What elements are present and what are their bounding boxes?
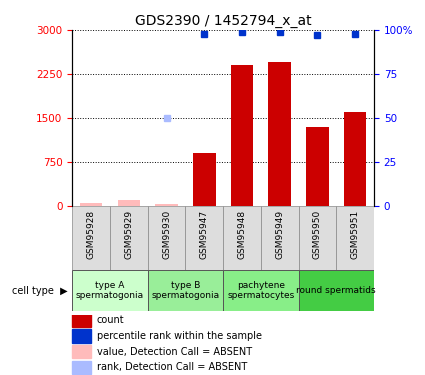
Text: cell type  ▶: cell type ▶ (12, 286, 68, 296)
Bar (336, 206, 374, 270)
Text: percentile rank within the sample: percentile rank within the sample (97, 331, 262, 341)
Bar (72, 270, 148, 311)
Bar (117, 200, 140, 206)
Bar (148, 206, 185, 270)
Bar (193, 153, 215, 206)
Bar (223, 270, 298, 311)
Text: round spermatids: round spermatids (297, 286, 376, 295)
Bar (148, 270, 223, 311)
Bar (306, 127, 329, 206)
Text: pachytene
spermatocytes: pachytene spermatocytes (227, 281, 295, 300)
Text: GSM95949: GSM95949 (275, 209, 284, 259)
Bar (80, 203, 102, 206)
Bar (185, 206, 223, 270)
Text: GSM95947: GSM95947 (200, 209, 209, 259)
Bar (71, 345, 91, 358)
Bar (110, 206, 148, 270)
Text: GSM95930: GSM95930 (162, 209, 171, 259)
Bar (298, 206, 336, 270)
Text: GSM95929: GSM95929 (125, 209, 133, 259)
Text: GSM95951: GSM95951 (351, 209, 360, 259)
Bar (71, 361, 91, 374)
Title: GDS2390 / 1452794_x_at: GDS2390 / 1452794_x_at (135, 13, 312, 28)
Bar (223, 206, 261, 270)
Text: GSM95948: GSM95948 (238, 209, 246, 259)
Text: GSM95928: GSM95928 (87, 209, 96, 259)
Bar (298, 270, 374, 311)
Text: rank, Detection Call = ABSENT: rank, Detection Call = ABSENT (97, 362, 247, 372)
Text: type A
spermatogonia: type A spermatogonia (76, 281, 144, 300)
Bar (72, 206, 110, 270)
Bar (71, 314, 91, 327)
Text: type B
spermatogonia: type B spermatogonia (151, 281, 219, 300)
Bar (155, 204, 178, 206)
Text: value, Detection Call = ABSENT: value, Detection Call = ABSENT (97, 346, 252, 357)
Text: count: count (97, 315, 125, 326)
Bar (231, 65, 253, 206)
Bar (268, 62, 291, 206)
Bar (71, 329, 91, 343)
Bar (261, 206, 298, 270)
Text: GSM95950: GSM95950 (313, 209, 322, 259)
Bar (344, 112, 366, 206)
